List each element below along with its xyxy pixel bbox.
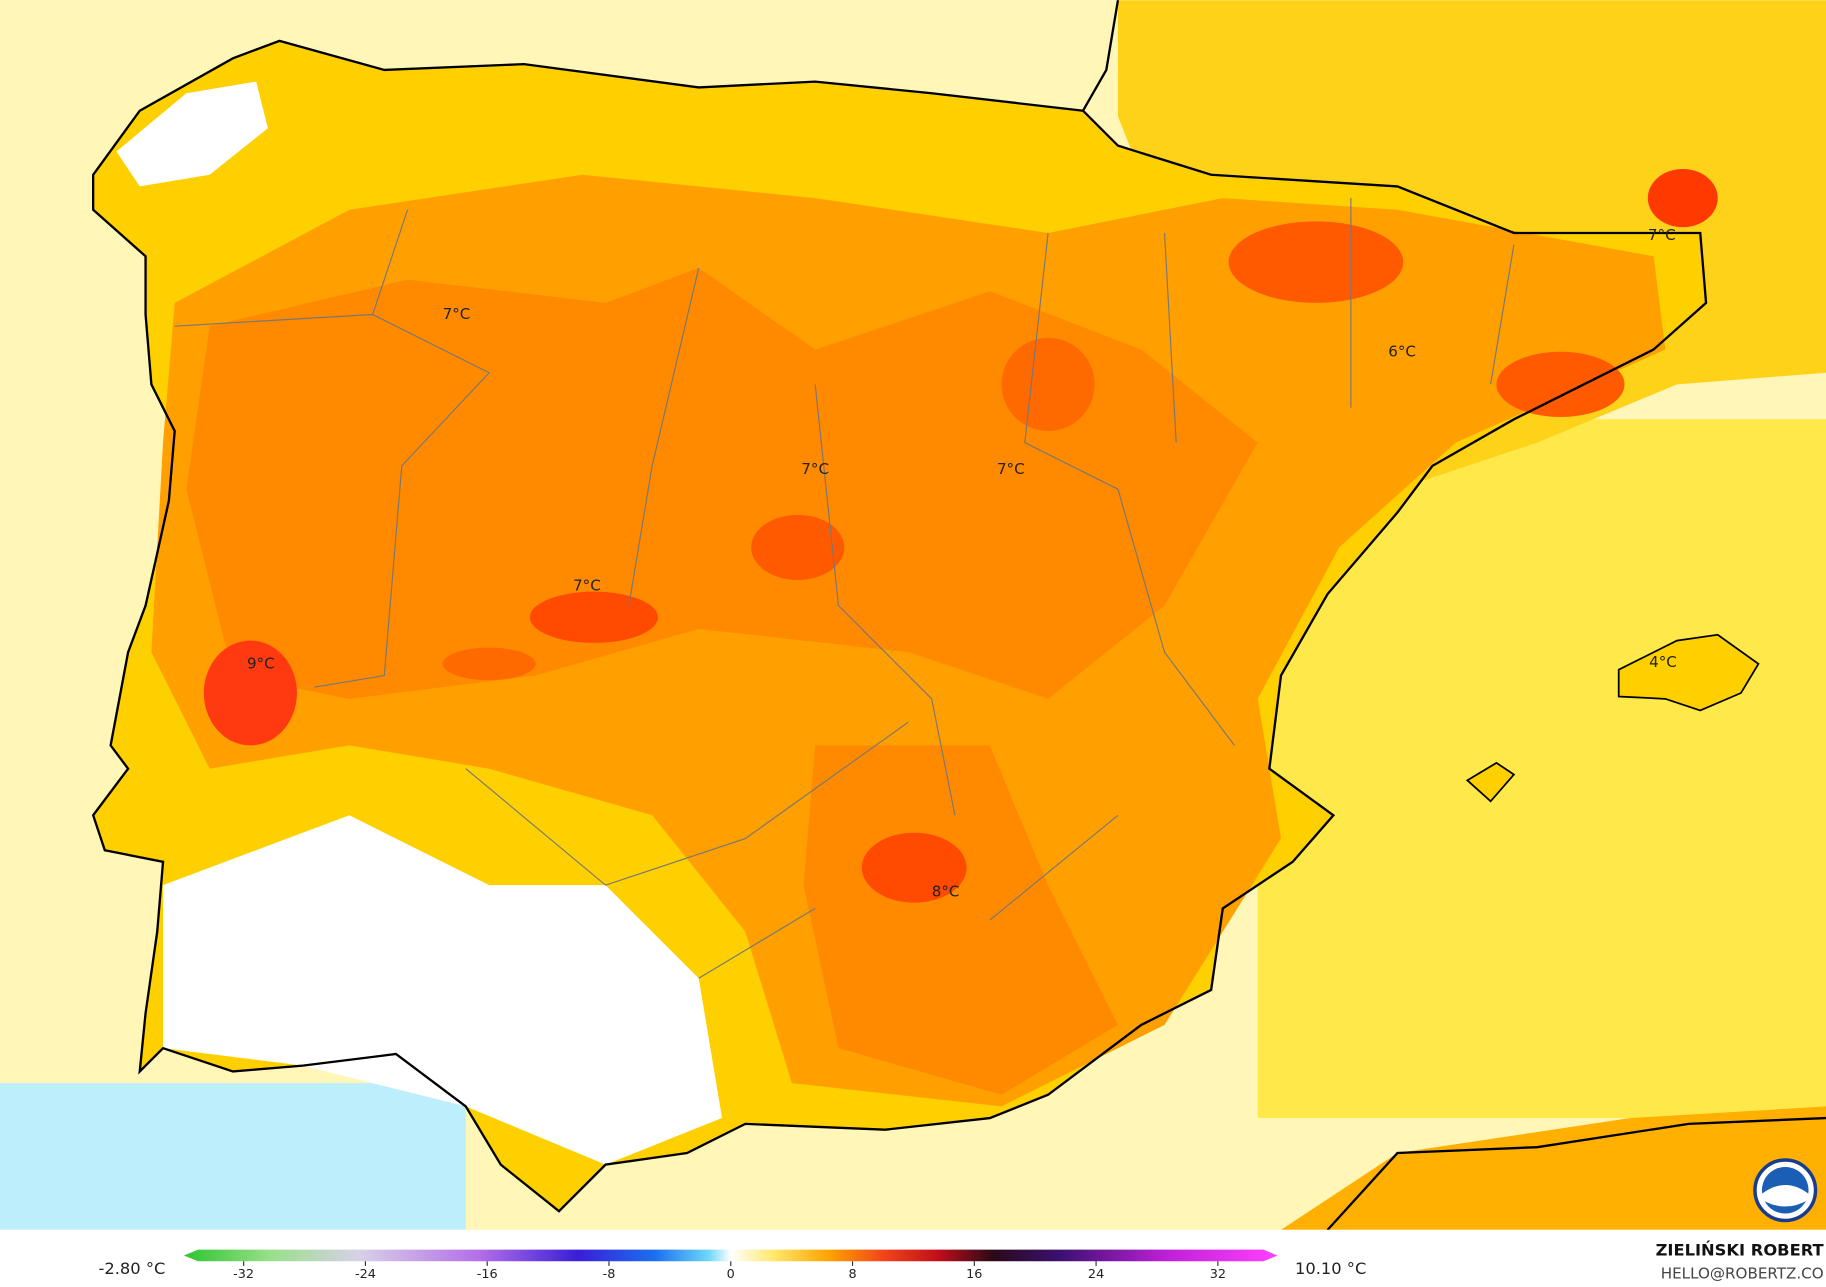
colorbar-tick-label: 24 [1088, 1267, 1104, 1282]
hot-spot [1496, 351, 1625, 417]
africa-warm [1280, 1106, 1826, 1230]
contour-label: 7°C [997, 460, 1025, 478]
colorbar-min-label: -2.80 °C [98, 1259, 165, 1278]
hot-spot [1001, 337, 1095, 431]
hot-spot [203, 640, 297, 746]
contour-label: 8°C [932, 883, 960, 901]
colorbar-tick-label: -32 [233, 1267, 254, 1282]
coastline [91, 39, 1708, 1213]
africa-coast [1326, 1116, 1826, 1230]
border [1082, 0, 1120, 112]
credit-name: ZIELIŃSKI ROBERT [1656, 1240, 1825, 1259]
island [1617, 633, 1760, 712]
island [1465, 761, 1516, 803]
credit-email: HELLO@ROBERTZ.CO [1661, 1265, 1824, 1283]
contour-label: 6°C [1388, 342, 1416, 360]
cool-nw [116, 81, 268, 187]
colorbar-tick-label: -24 [355, 1267, 376, 1282]
contour-label: 7°C [443, 305, 471, 323]
colorbar-tick-label: 16 [966, 1267, 982, 1282]
contour-label: 7°C [1648, 226, 1676, 244]
contour-label: 7°C [801, 460, 829, 478]
contour-label: 9°C [247, 654, 275, 672]
colorbar-tick-label: -8 [603, 1267, 616, 1282]
contour-label: 7°C [573, 576, 601, 594]
hot-spot [529, 591, 658, 643]
colorbar-tick-label: 8 [848, 1267, 856, 1282]
hot-spot [442, 647, 536, 681]
colorbar-tick-label: -16 [477, 1267, 498, 1282]
hot-spot [751, 514, 845, 581]
hot-spot [1228, 221, 1404, 303]
cool-south [163, 815, 723, 1165]
colorbar-max-label: 10.10 °C [1295, 1259, 1366, 1278]
map [0, 0, 1826, 1230]
colorbar-tick-label: 0 [727, 1267, 735, 1282]
colorbar-tick-label: 32 [1210, 1267, 1226, 1282]
warmer-se [803, 745, 1118, 1095]
noaa-logo [1753, 1158, 1818, 1223]
hot-spot [861, 832, 967, 903]
colorbar [183, 1249, 1278, 1262]
hot-spot [1647, 168, 1718, 228]
region-borders [174, 198, 1515, 979]
contour-label: 4°C [1649, 653, 1677, 671]
warmer-land [186, 267, 1258, 699]
sea-cool [0, 1083, 466, 1230]
